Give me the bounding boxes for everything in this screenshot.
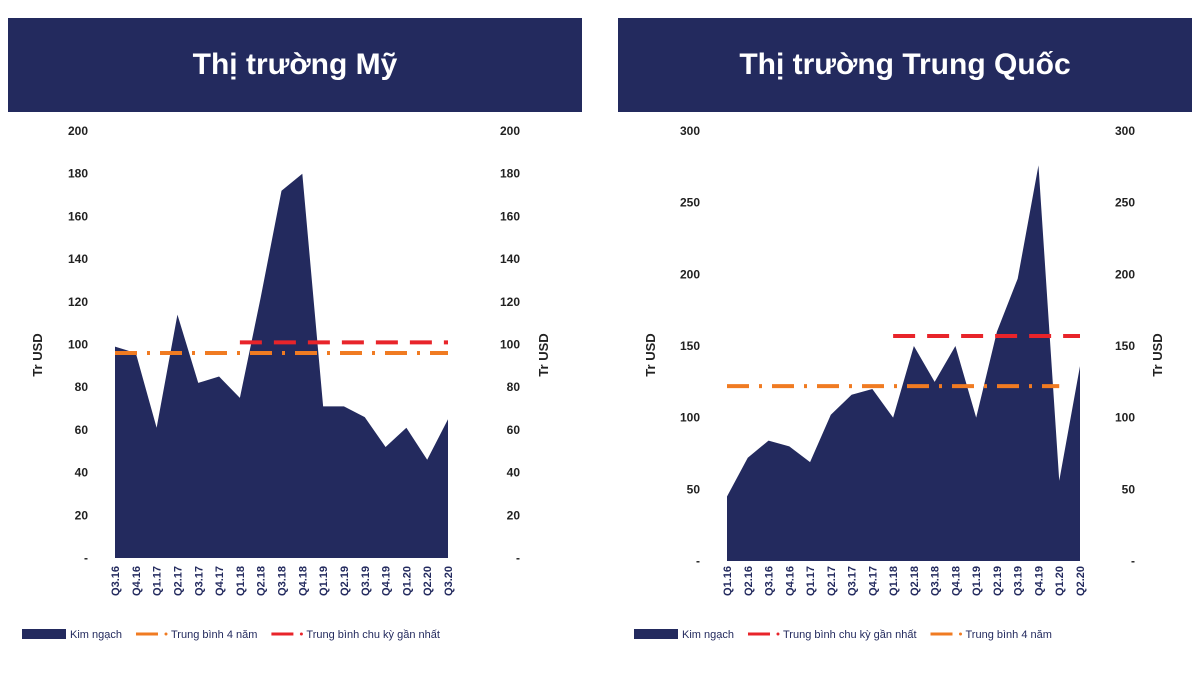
y-tick-left: 200 [68,124,88,138]
x-tick-label: Q4.18 [950,566,962,596]
x-tick-label: Q3.19 [360,566,372,596]
y-tick-right: 40 [507,466,521,480]
x-tick-label: Q2.19 [339,566,351,596]
x-tick-label: Q4.17 [867,566,879,596]
y-tick-right: 200 [500,124,520,138]
y-tick-left: 80 [75,380,89,394]
x-tick-label: Q3.20 [443,566,455,596]
y-tick-right: 160 [500,209,520,223]
x-tick-label: Q1.17 [805,566,817,596]
x-tick-label: Q4.16 [131,566,143,596]
chart-title-us: Thị trường Mỹ [8,18,582,112]
y-tick-right: 250 [1115,196,1135,210]
y-tick-left: 100 [68,338,88,352]
y-axis-label-right: Tr USD [1150,333,1165,376]
legend-swatch-dot [299,632,303,636]
y-tick-left: 300 [680,124,700,138]
y-tick-left: 180 [68,167,88,181]
y-tick-left: 60 [75,423,89,437]
legend-swatch-area [22,629,66,639]
y-tick-left: 140 [68,252,88,266]
x-tick-label: Q4.18 [297,566,309,596]
y-tick-right: 150 [1115,339,1135,353]
y-tick-left: 20 [75,508,89,522]
legend-label: Trung bình 4 năm [171,629,257,641]
area-series-kim-ngach [115,173,448,558]
x-tick-label: Q1.18 [888,566,900,596]
x-tick-label: Q2.18 [909,566,921,596]
x-tick-label: Q1.20 [1054,566,1066,596]
x-tick-label: Q2.20 [1075,566,1087,596]
x-tick-label: Q4.19 [381,566,393,596]
y-tick-left: 40 [75,466,89,480]
y-tick-left: 250 [680,196,700,210]
y-tick-left: 200 [680,267,700,281]
y-tick-right: - [516,551,520,565]
legend-swatch-area [634,629,678,639]
x-tick-label: Q1.20 [401,566,413,596]
legend-swatch-dot [959,632,962,636]
y-axis-label-left: Tr USD [30,333,45,376]
x-tick-label: Q1.18 [235,566,247,596]
y-tick-right: 60 [507,423,521,437]
x-tick-label: Q2.16 [743,566,755,596]
legend-swatch-dot [164,632,168,636]
x-tick-label: Q3.18 [277,566,289,596]
y-tick-right: 50 [1122,482,1136,496]
y-tick-right: 20 [507,508,521,522]
x-tick-label: Q2.20 [422,566,434,596]
y-tick-right: 140 [500,252,520,266]
chart-1: - - 50 50 100 100 150 150 200 200 250 250 300 300 Tr U… [634,124,1165,641]
x-tick-label: Q2.18 [256,566,268,596]
area-series-kim-ngach [727,165,1080,561]
y-tick-left: 50 [687,482,701,496]
y-axis-label-left: Tr USD [643,333,658,376]
y-axis-label-right: Tr USD [536,333,551,376]
x-tick-label: Q3.16 [764,566,776,596]
legend-label: Kim ngạch [70,629,122,641]
x-tick-label: Q3.18 [930,566,942,596]
y-tick-right: 120 [500,295,520,309]
x-tick-label: Q2.19 [992,566,1004,596]
y-tick-right: 80 [507,380,521,394]
y-tick-right: 300 [1115,124,1135,138]
y-tick-right: - [1131,554,1135,568]
x-tick-label: Q3.19 [1013,566,1025,596]
y-tick-left: - [84,551,88,565]
y-tick-left: 150 [680,339,700,353]
x-tick-label: Q4.17 [214,566,226,596]
x-tick-label: Q1.17 [152,566,164,596]
x-tick-label: Q2.17 [172,566,184,596]
y-tick-left: - [696,554,700,568]
chart-0: - - 20 20 40 40 60 60 80 80 100 100 120 120 140 140 160 1… [22,124,551,641]
y-tick-right: 200 [1115,267,1135,281]
legend-label: Trung bình 4 năm [966,629,1052,641]
y-tick-right: 100 [1115,411,1135,425]
x-tick-label: Q1.19 [971,566,983,596]
x-tick-label: Q4.16 [784,566,796,596]
chart-title-china: Thị trường Trung Quốc [618,18,1192,112]
legend-label: Trung bình chu kỳ gần nhất [783,629,917,641]
x-tick-label: Q2.17 [826,566,838,596]
legend-label: Trung bình chu kỳ gần nhất [306,629,440,641]
x-tick-label: Q3.17 [193,566,205,596]
x-tick-label: Q3.16 [110,566,122,596]
y-tick-right: 100 [500,338,520,352]
x-tick-label: Q4.19 [1033,566,1045,596]
x-tick-label: Q1.16 [722,566,734,596]
y-tick-left: 120 [68,295,88,309]
x-tick-label: Q1.19 [318,566,330,596]
legend-label: Kim ngạch [682,629,734,641]
x-tick-label: Q3.17 [847,566,859,596]
legend-swatch-dot [776,632,780,636]
y-tick-right: 180 [500,167,520,181]
y-tick-left: 100 [680,411,700,425]
y-tick-left: 160 [68,209,88,223]
